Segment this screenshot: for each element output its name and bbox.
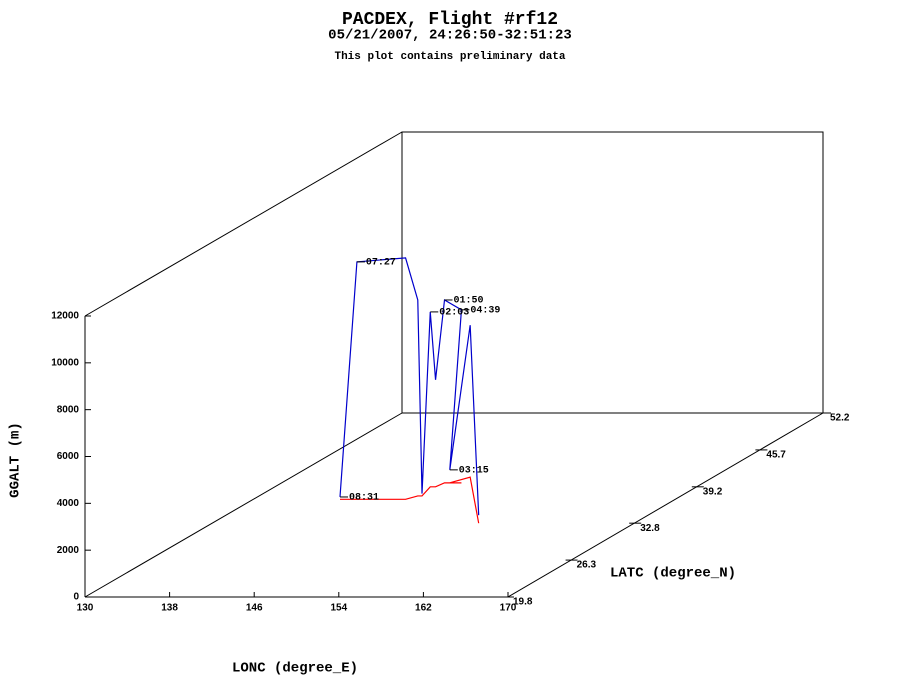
- z-tick-label: 4000: [57, 498, 80, 509]
- y-axis-title: LATC (degree_N): [610, 566, 736, 582]
- time-label: 07:27: [366, 258, 396, 269]
- time-label: 04:39: [470, 305, 500, 316]
- y-tick-label: 26.3: [577, 560, 597, 571]
- z-tick-label: 8000: [57, 404, 80, 415]
- x-tick-label: 146: [246, 603, 263, 614]
- time-label: 08:31: [349, 493, 379, 504]
- time-label: 01:50: [454, 296, 484, 307]
- z-tick-label: 0: [73, 592, 79, 603]
- y-tick-label: 39.2: [703, 486, 723, 497]
- back-wall: [401, 131, 824, 414]
- time-label: 03:15: [459, 465, 489, 476]
- y-tick-label: 52.2: [830, 413, 850, 424]
- floor-edge: [84, 412, 403, 598]
- chart-note: This plot contains preliminary data: [334, 51, 565, 63]
- z-tick-label: 6000: [57, 451, 80, 462]
- z-tick-label: 10000: [51, 357, 79, 368]
- chart-subtitle: 05/21/2007, 24:26:50-32:51:23: [328, 28, 572, 44]
- x-tick-label: 170: [500, 603, 517, 614]
- x-tick-label: 154: [330, 603, 347, 614]
- box-frame: [84, 131, 824, 598]
- y-tick-label: 32.8: [640, 523, 660, 534]
- z-tick-label: 12000: [51, 311, 79, 322]
- y-tick-label: 19.8: [513, 597, 533, 608]
- z-tick-label: 2000: [57, 545, 80, 556]
- x-tick-label: 130: [77, 603, 94, 614]
- ground-track: [339, 476, 480, 524]
- time-label: 02:03: [439, 308, 469, 319]
- z-axis-title: GGALT (m): [8, 422, 24, 498]
- x-tick-label: 138: [161, 603, 178, 614]
- y-tick-label: 45.7: [766, 450, 786, 461]
- x-tick-label: 162: [415, 603, 432, 614]
- right-edge: [507, 412, 824, 598]
- flight-track: [339, 257, 480, 516]
- chart-title: PACDEX, Flight #rf12: [342, 10, 558, 30]
- top-edge: [84, 131, 403, 317]
- x-axis-title: LONC (degree_E): [232, 661, 358, 677]
